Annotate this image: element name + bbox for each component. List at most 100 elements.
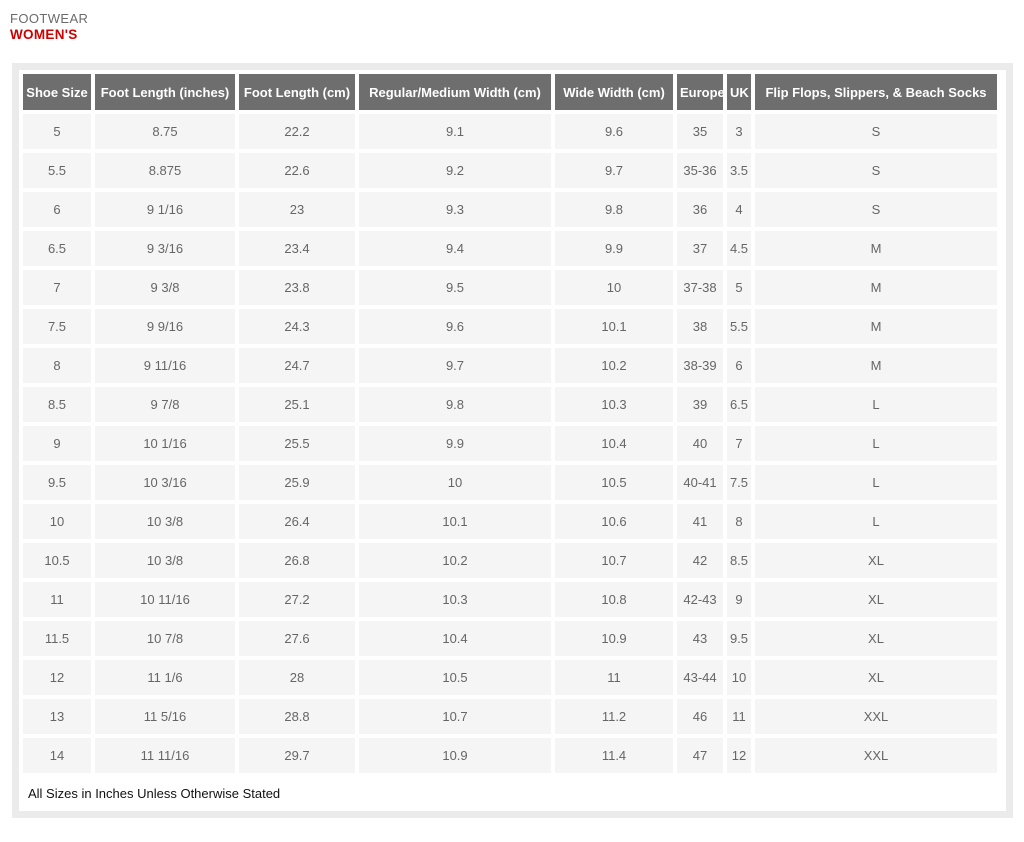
table-cell: 11 [555,660,673,695]
table-cell: 10 11/16 [95,582,235,617]
table-row: 9 10 1/16 25.5 9.9 10.4 40 7 L [23,426,997,461]
table-cell: XL [755,660,997,695]
table-cell: 22.6 [239,153,355,188]
table-row: 8.5 9 7/8 25.1 9.8 10.3 39 6.5 L [23,387,997,422]
table-cell: 40-41 [677,465,723,500]
table-cell: 11.4 [555,738,673,773]
table-cell: 40 [677,426,723,461]
table-cell: L [755,387,997,422]
table-cell: 8 [23,348,91,383]
table-cell: 4.5 [727,231,751,266]
table-row: 13 11 5/16 28.8 10.7 11.2 46 11 XXL [23,699,997,734]
table-cell: 9.6 [555,114,673,149]
table-cell: 10.1 [555,309,673,344]
table-row: 7.5 9 9/16 24.3 9.6 10.1 38 5.5 M [23,309,997,344]
table-cell: 10 [23,504,91,539]
table-row: 5.5 8.875 22.6 9.2 9.7 35-36 3.5 S [23,153,997,188]
table-cell: XL [755,621,997,656]
table-cell: 9.9 [359,426,551,461]
table-cell: 9.2 [359,153,551,188]
column-header: Regular/Medium Width (cm) [359,74,551,110]
table-cell: 5.5 [23,153,91,188]
table-cell: 10.8 [555,582,673,617]
table-cell: 10.7 [359,699,551,734]
table-cell: 47 [677,738,723,773]
table-cell: 27.2 [239,582,355,617]
table-cell: 26.8 [239,543,355,578]
table-cell: 9.8 [359,387,551,422]
table-cell: 37 [677,231,723,266]
table-cell: 10.4 [359,621,551,656]
table-cell: 9.7 [555,153,673,188]
column-header: Wide Width (cm) [555,74,673,110]
table-cell: 10.9 [555,621,673,656]
table-cell: 5 [23,114,91,149]
table-cell: 39 [677,387,723,422]
table-cell: 13 [23,699,91,734]
table-cell: M [755,348,997,383]
table-cell: 38 [677,309,723,344]
table-cell: 46 [677,699,723,734]
table-cell: XL [755,543,997,578]
column-header: Flip Flops, Slippers, & Beach Socks [755,74,997,110]
table-row: 12 11 1/6 28 10.5 11 43-44 10 XL [23,660,997,695]
table-cell: 7.5 [727,465,751,500]
table-cell: 25.1 [239,387,355,422]
table-cell: S [755,153,997,188]
table-cell: 9 11/16 [95,348,235,383]
table-cell: 10.6 [555,504,673,539]
table-cell: 10.9 [359,738,551,773]
table-cell: 42-43 [677,582,723,617]
table-cell: 25.5 [239,426,355,461]
table-cell: 9 [727,582,751,617]
table-cell: 9.5 [23,465,91,500]
column-header: UK [727,74,751,110]
table-cell: XL [755,582,997,617]
table-cell: 10.3 [555,387,673,422]
table-cell: 9 [23,426,91,461]
table-cell: 6.5 [23,231,91,266]
table-cell: 37-38 [677,270,723,305]
table-cell: XXL [755,699,997,734]
table-cell: 10 [727,660,751,695]
table-cell: 10 1/16 [95,426,235,461]
table-cell: 23 [239,192,355,227]
table-cell: 9.7 [359,348,551,383]
table-cell: 10 3/8 [95,543,235,578]
table-body: 5 8.75 22.2 9.1 9.6 35 3 S 5.5 8.875 22.6 9.2 9.7 35-… [23,114,997,773]
table-cell: 9.3 [359,192,551,227]
table-cell: 7 [23,270,91,305]
table-cell: 11 [727,699,751,734]
table-cell: 9.8 [555,192,673,227]
table-cell: 10 [555,270,673,305]
table-cell: 8.5 [23,387,91,422]
table-cell: 38-39 [677,348,723,383]
table-cell: M [755,309,997,344]
table-cell: 11 [23,582,91,617]
table-cell: XXL [755,738,997,773]
table-cell: 26.4 [239,504,355,539]
table-cell: 42 [677,543,723,578]
table-cell: 9.5 [727,621,751,656]
table-cell: 10 7/8 [95,621,235,656]
table-row: 10.5 10 3/8 26.8 10.2 10.7 42 8.5 XL [23,543,997,578]
table-cell: 36 [677,192,723,227]
column-header: Foot Length (inches) [95,74,235,110]
table-cell: L [755,426,997,461]
table-cell: 10.2 [359,543,551,578]
table-cell: 6 [727,348,751,383]
table-cell: 8.875 [95,153,235,188]
table-row: 11.5 10 7/8 27.6 10.4 10.9 43 9.5 XL [23,621,997,656]
table-cell: 35-36 [677,153,723,188]
table-row: 9.5 10 3/16 25.9 10 10.5 40-41 7.5 L [23,465,997,500]
table-row: 5 8.75 22.2 9.1 9.6 35 3 S [23,114,997,149]
table-cell: 11 11/16 [95,738,235,773]
table-cell: 11.2 [555,699,673,734]
table-cell: 27.6 [239,621,355,656]
page-header: FOOTWEAR WOMEN'S [10,11,88,42]
table-cell: 9.9 [555,231,673,266]
table-cell: 10.4 [555,426,673,461]
table-cell: 11 1/6 [95,660,235,695]
table-row: 10 10 3/8 26.4 10.1 10.6 41 8 L [23,504,997,539]
